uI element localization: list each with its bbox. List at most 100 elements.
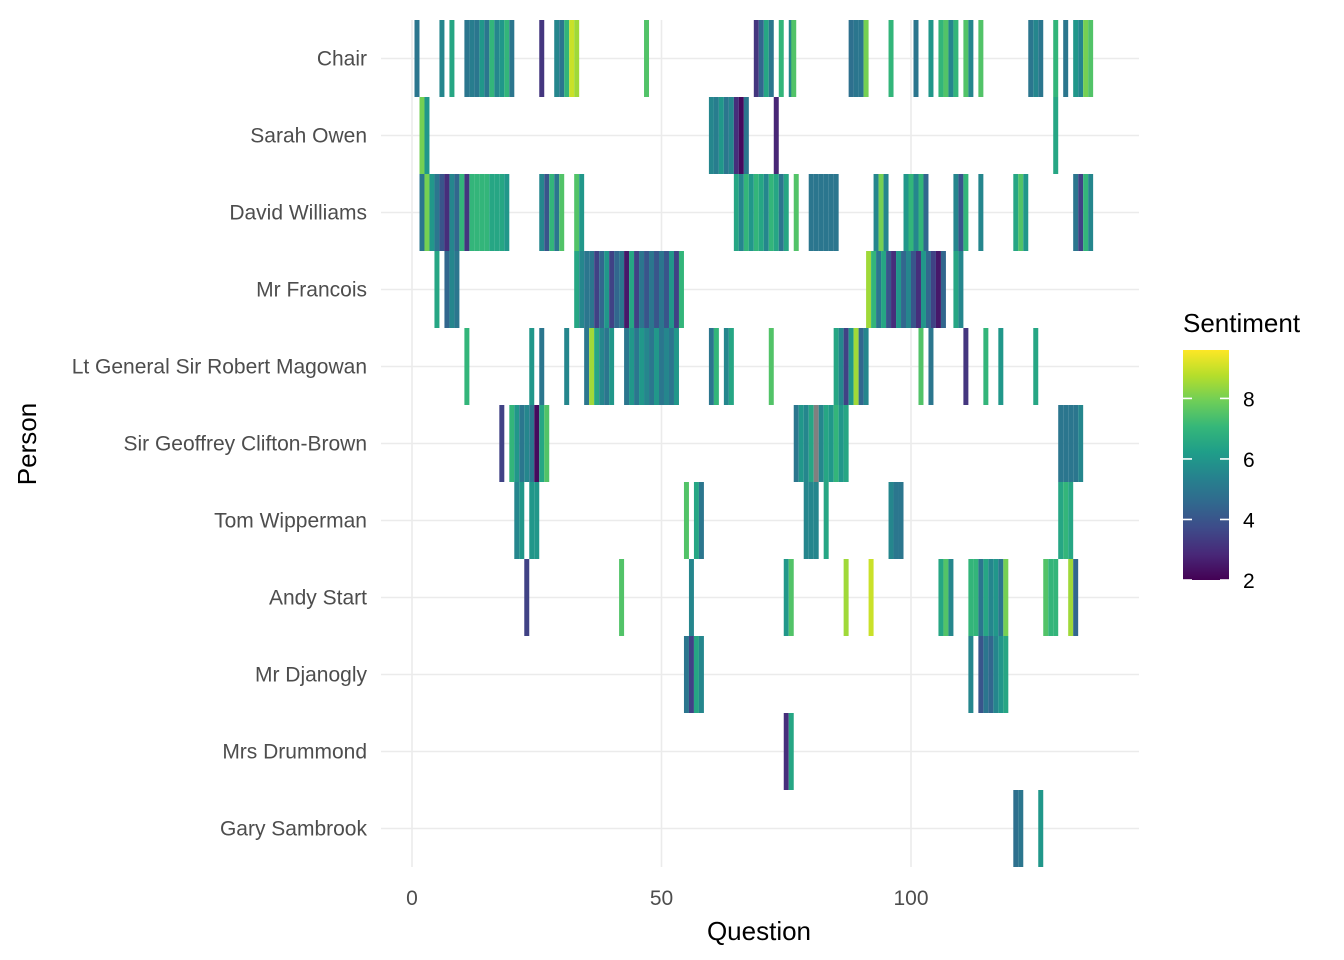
heatmap-cell [1013, 790, 1019, 867]
y-tick-label: Gary Sambrook [220, 818, 368, 841]
heatmap-cell [873, 174, 879, 251]
heatmap-cell [963, 174, 969, 251]
heatmap-cell [718, 97, 724, 174]
heatmap-cell [464, 328, 470, 405]
y-tick-label: Chair [317, 48, 367, 71]
heatmap-cell [886, 251, 892, 328]
legend-tick-label: 8 [1243, 388, 1255, 411]
heatmap-cell [439, 20, 445, 97]
heatmap-cell [668, 251, 674, 328]
heatmap-cell [878, 174, 884, 251]
heatmap-cell [876, 251, 882, 328]
heatmap-cell [833, 405, 839, 482]
heatmap-cell [923, 174, 929, 251]
heatmap-cell [953, 251, 959, 328]
heatmap-cell [434, 174, 440, 251]
heatmap-cell [783, 713, 789, 790]
heatmap-cell [743, 97, 749, 174]
x-axis-tick-labels: 0 50 100 [406, 887, 928, 910]
heatmap-cell [564, 20, 570, 97]
heatmap-cell [978, 20, 984, 97]
heatmap-cell [644, 251, 650, 328]
heatmap-cell [978, 559, 984, 636]
heatmap-cell [1078, 20, 1084, 97]
heatmap-cell [634, 328, 640, 405]
heatmap-cell [529, 482, 535, 559]
heatmap-cell [881, 251, 887, 328]
heatmap-cell [993, 636, 999, 713]
heatmap-cell [828, 405, 834, 482]
heatmap-cell [858, 328, 864, 405]
heatmap-cell [758, 174, 764, 251]
heatmap-cell [911, 251, 916, 328]
heatmap-cell [998, 559, 1004, 636]
heatmap-cell [639, 328, 645, 405]
heatmap-cell [644, 20, 650, 97]
heatmap-cell [1053, 559, 1059, 636]
heatmap-cell [599, 328, 605, 405]
heatmap-cell [574, 251, 580, 328]
heatmap-cell [624, 328, 630, 405]
heatmap-cell [891, 251, 897, 328]
y-tick-label: Andy Start [269, 587, 367, 610]
heatmap-cell [579, 174, 585, 251]
heatmap-cell [559, 174, 565, 251]
heatmap-cell [998, 328, 1004, 405]
heatmap-cell [983, 328, 989, 405]
heatmap-cell [529, 328, 535, 405]
heatmap-cell [738, 174, 744, 251]
heatmap-cell [554, 20, 560, 97]
heatmap-cell [414, 20, 420, 97]
heatmap-cell [464, 174, 470, 251]
heatmap-cell [604, 328, 610, 405]
heatmap-cell [713, 97, 719, 174]
heatmap-cell [693, 636, 699, 713]
heatmap-cell [1088, 20, 1094, 97]
heatmap-cell [584, 251, 590, 328]
heatmap-cell [918, 328, 924, 405]
heatmap-cell [539, 20, 545, 97]
heatmap-cell [783, 174, 789, 251]
heatmap-cell [489, 174, 495, 251]
y-axis-tick-labels: Chair Sarah Owen David Williams Mr Francois… [72, 48, 368, 841]
heatmap-cell [723, 328, 729, 405]
heatmap-cell [419, 174, 425, 251]
heatmap-cell [634, 251, 640, 328]
heatmap-cell [883, 174, 889, 251]
y-tick-label: Mrs Drummond [222, 741, 367, 764]
heatmap-cell [818, 405, 824, 482]
heatmap-cell [913, 20, 919, 97]
heatmap-cell [683, 482, 689, 559]
heatmap-cell [713, 328, 719, 405]
heatmap-cell [1073, 20, 1079, 97]
heatmap-cell [619, 559, 625, 636]
heatmap-cell [594, 251, 600, 328]
heatmap-cell [818, 174, 824, 251]
heatmap-cell [519, 405, 525, 482]
heatmap-cell [464, 20, 470, 97]
heatmap-cell [938, 559, 944, 636]
heatmap-cell [993, 559, 999, 636]
heatmap-cell [738, 97, 744, 174]
heatmap-cell [988, 636, 994, 713]
heatmap-cell [644, 328, 650, 405]
color-legend: Sentiment 2 4 6 8 [1183, 308, 1301, 593]
heatmap-cell [1003, 636, 1009, 713]
heatmap-cell [863, 20, 869, 97]
heatmap-cell [484, 174, 490, 251]
heatmap-cell [1033, 328, 1039, 405]
heatmap-cell [1058, 405, 1064, 482]
heatmap-cell [494, 20, 500, 97]
heatmap-cell [1048, 559, 1054, 636]
heatmap-cell [1083, 174, 1089, 251]
heatmap-cell [748, 174, 754, 251]
heatmap-cell [479, 174, 485, 251]
heatmap-cell [559, 20, 565, 97]
heatmap-cell [529, 405, 535, 482]
heatmap-cell [454, 251, 460, 328]
heatmap-cell [654, 328, 659, 405]
heatmap-cell [823, 174, 829, 251]
heatmap-cell [906, 251, 911, 328]
legend-color-bar [1183, 350, 1229, 580]
heatmap-cell [728, 328, 734, 405]
